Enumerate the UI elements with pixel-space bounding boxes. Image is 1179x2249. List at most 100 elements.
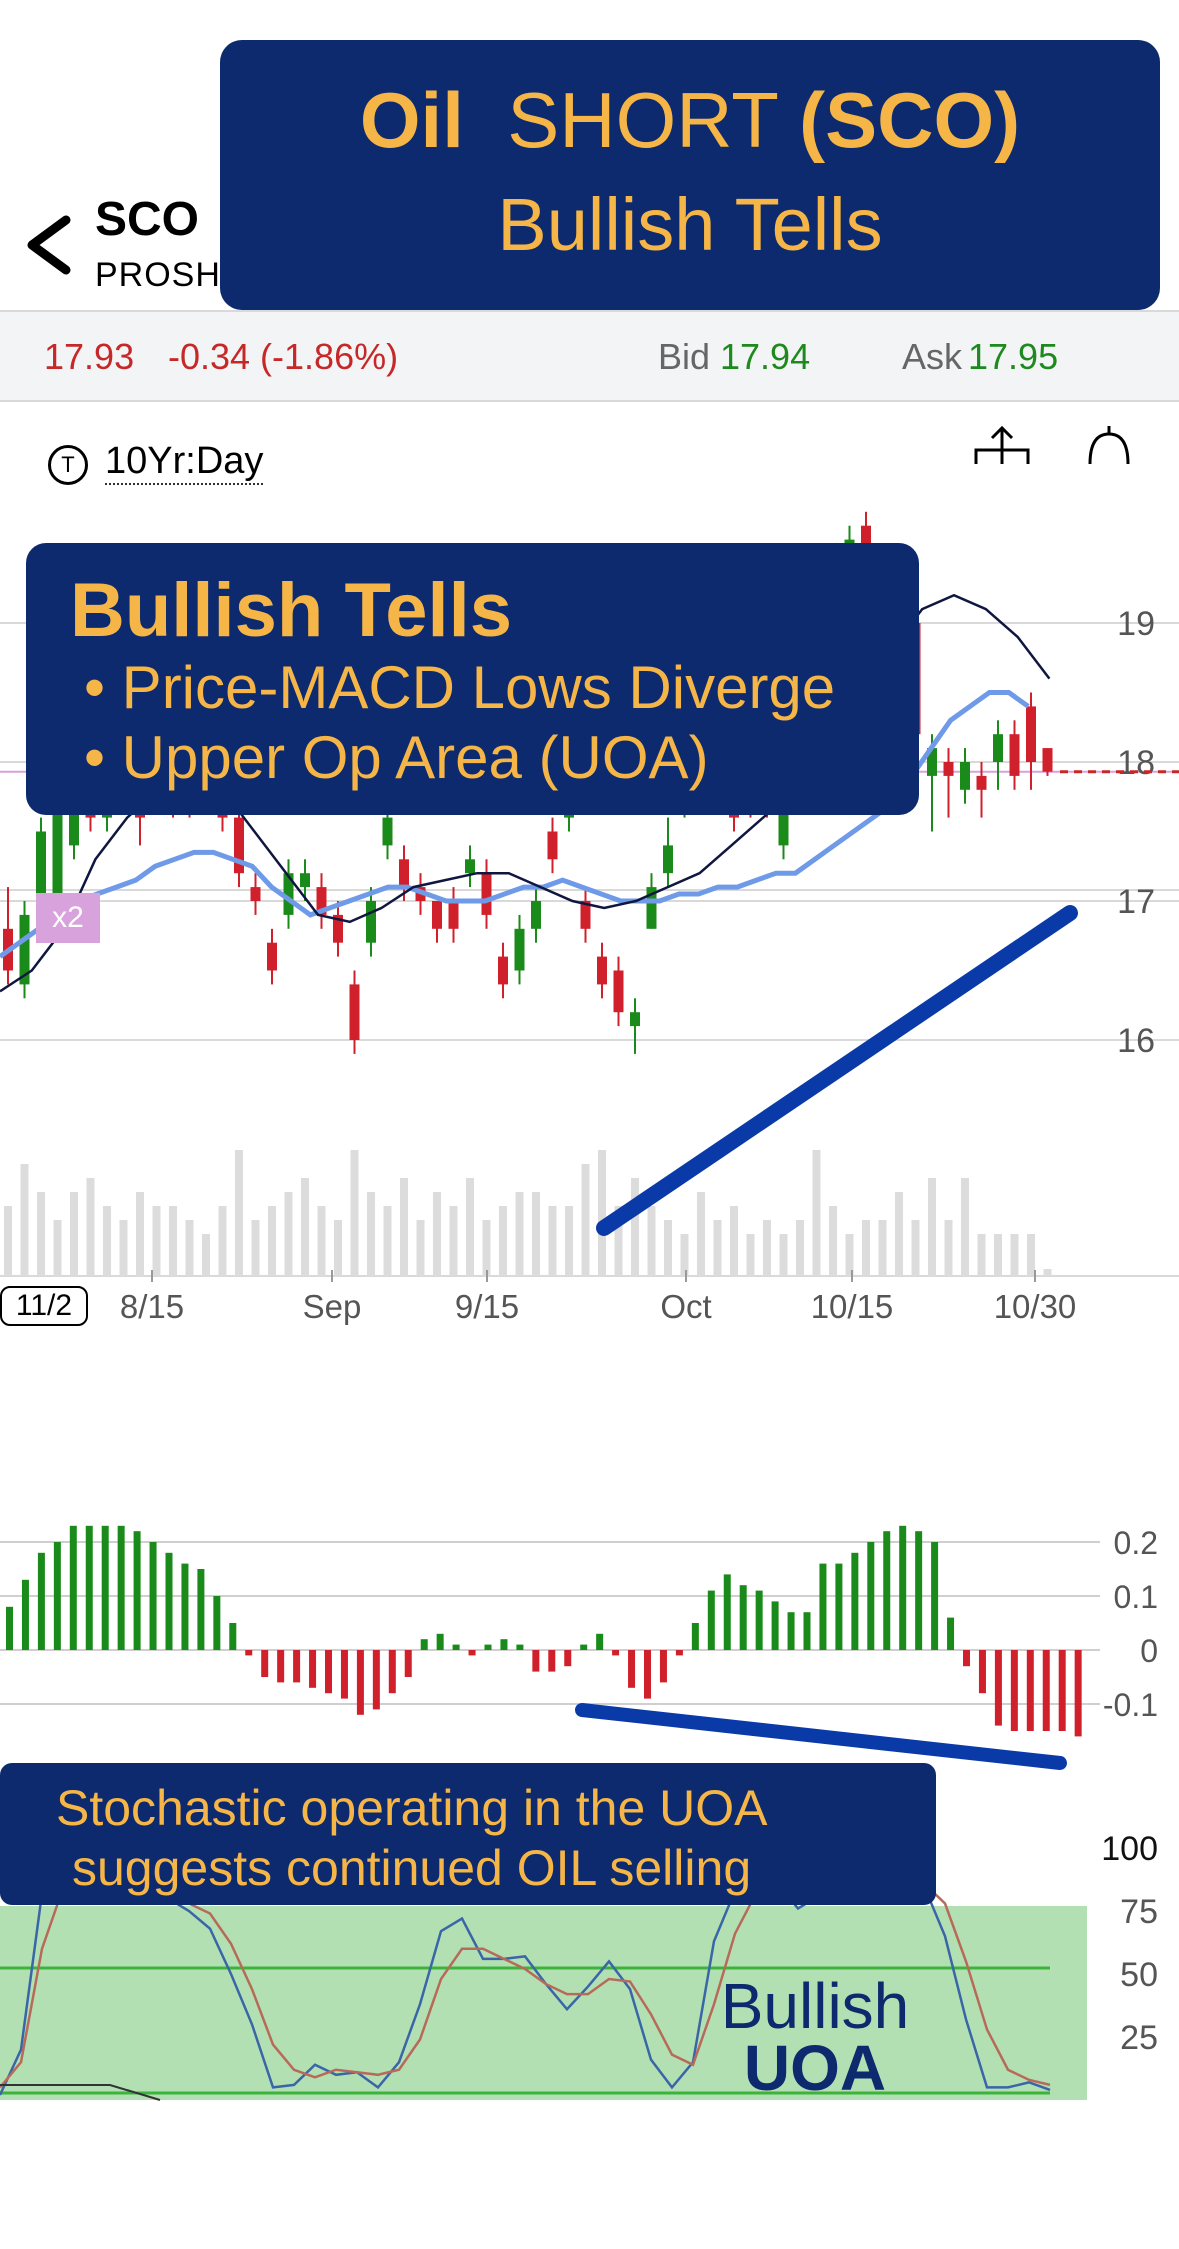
volume-bar — [647, 1206, 656, 1276]
volume-bar — [37, 1192, 45, 1276]
volume-bar — [515, 1192, 524, 1276]
stochastic-tick-label: 75 — [1120, 1893, 1158, 1931]
candle-body — [1042, 748, 1053, 772]
uoa-label-line-1: Bullish — [720, 1970, 910, 2042]
candle-body — [69, 803, 79, 846]
candle-body — [250, 887, 261, 901]
macd-bar — [644, 1650, 651, 1699]
back-button[interactable] — [20, 200, 80, 290]
volume-bar — [235, 1150, 243, 1276]
stochastic-tick-label: 100 — [1101, 1830, 1158, 1868]
volume-bar — [251, 1220, 260, 1276]
volume-bar — [136, 1192, 144, 1276]
volume-bar — [994, 1234, 1002, 1276]
price-tick-label: 16 — [1117, 1022, 1155, 1060]
volume-bar — [317, 1206, 326, 1276]
volume-bar — [746, 1234, 755, 1276]
volume-bar — [664, 1220, 672, 1276]
volume-bar — [779, 1234, 788, 1276]
volume-bar — [680, 1234, 689, 1276]
uoa-zone — [0, 1906, 1087, 2100]
title-oil: Oil — [359, 76, 464, 164]
volume-bar — [284, 1192, 293, 1276]
stochastic-guide — [0, 2084, 161, 2101]
macd-bar — [867, 1542, 875, 1650]
tells-item: • Price-MACD Lows Diverge — [84, 654, 836, 721]
uoa-label-line-2: UOA — [743, 2032, 887, 2104]
macd-bar — [69, 1525, 77, 1650]
candle-body — [300, 873, 310, 888]
macd-tick-label: -0.1 — [1103, 1687, 1158, 1723]
candle-body — [399, 859, 409, 888]
stochastic-tick-label: 25 — [1120, 2019, 1158, 2057]
macd-bar — [133, 1531, 141, 1650]
share-icon[interactable] — [970, 424, 1034, 464]
price-change: -0.34 (-1.86%) — [168, 336, 399, 377]
volume-bar — [70, 1192, 78, 1276]
timeframe-selector[interactable]: 10Yr:Day — [105, 440, 264, 485]
x-tick-label: 8/15 — [120, 1288, 184, 1325]
candle-body — [646, 887, 657, 929]
volume-bar — [763, 1220, 771, 1276]
candle-body — [861, 525, 871, 554]
volume-bar — [581, 1164, 590, 1276]
macd-bar — [947, 1617, 955, 1650]
bid-label: Bid — [658, 336, 711, 377]
candle-body — [316, 887, 327, 915]
macd-bar — [6, 1606, 13, 1650]
stochastic-tick-label: 50 — [1120, 1956, 1158, 1994]
volume-bar — [532, 1192, 540, 1276]
timeframe-icon[interactable]: T — [48, 445, 88, 485]
macd-bar — [293, 1650, 301, 1683]
macd-bar — [309, 1650, 317, 1688]
macd-bar — [963, 1650, 970, 1667]
tells-item: • Upper Op Area (UOA) — [84, 724, 709, 791]
title-short: SHORT — [507, 76, 778, 164]
candle-body — [993, 734, 1003, 762]
title-line-1: Oil SHORT (SCO) — [220, 75, 1160, 165]
macd-bar — [325, 1650, 332, 1694]
bid-value: 17.94 — [720, 336, 811, 377]
multiplier-badge: x2 — [36, 893, 100, 943]
volume-bar — [829, 1206, 837, 1276]
alert-icon[interactable] — [1084, 424, 1134, 464]
macd-bar — [356, 1650, 364, 1715]
macd-bar — [612, 1650, 620, 1656]
macd-trend-line — [575, 1703, 1067, 1770]
volume-bar — [796, 1220, 804, 1276]
volume-bar — [350, 1150, 359, 1276]
volume-bar — [103, 1206, 111, 1276]
macd-bar — [468, 1650, 476, 1656]
macd-bar — [739, 1585, 747, 1650]
candle-body — [52, 789, 63, 901]
volume-bar — [812, 1150, 821, 1276]
candle-body — [234, 817, 244, 874]
macd-bar — [436, 1633, 444, 1650]
macd-bar — [819, 1563, 827, 1650]
volume-bar — [697, 1192, 705, 1276]
volume-bar — [4, 1206, 12, 1276]
volume-bar — [466, 1178, 474, 1276]
candle-body — [333, 914, 343, 943]
candle-body — [432, 901, 442, 929]
macd-bar — [484, 1644, 492, 1650]
macd-bar — [978, 1650, 986, 1694]
x-tick-label: 10/30 — [994, 1288, 1077, 1325]
volume-bar — [185, 1220, 194, 1276]
volume-bar — [152, 1206, 161, 1276]
macd-bar — [516, 1644, 524, 1650]
candle-body — [630, 1012, 640, 1027]
candle-body — [663, 845, 673, 874]
candle-body — [267, 942, 277, 971]
volume-bar — [565, 1206, 573, 1276]
candle-body — [1026, 706, 1036, 762]
macd-bar — [915, 1531, 923, 1650]
volume-bar — [169, 1206, 177, 1276]
volume-bar — [202, 1234, 210, 1276]
stochastic-note-line-1: Stochastic operating in the UOA — [56, 1780, 768, 1836]
ask-value: 17.95 — [968, 336, 1059, 377]
macd-bar — [771, 1601, 779, 1650]
candle-body — [580, 901, 591, 929]
macd-bar — [1074, 1650, 1082, 1737]
